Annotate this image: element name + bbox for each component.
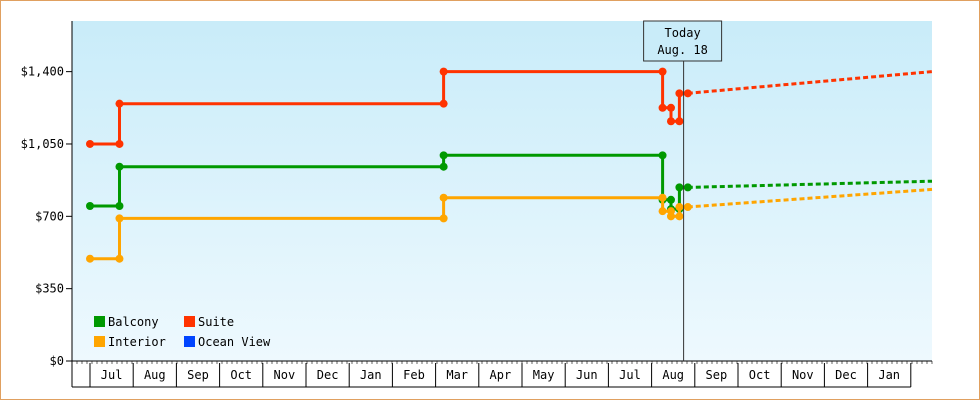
legend-label-balcony: Balcony bbox=[108, 315, 159, 329]
data-point bbox=[86, 139, 94, 148]
forecast-line-suite bbox=[687, 70, 933, 95]
y-tick-label: $0 bbox=[50, 354, 64, 368]
data-point bbox=[115, 99, 124, 108]
data-point bbox=[439, 193, 448, 202]
x-tick-label: Oct bbox=[230, 368, 252, 382]
data-point bbox=[666, 195, 675, 204]
plot-area bbox=[72, 21, 932, 361]
y-tick-label: $1,400 bbox=[21, 65, 64, 79]
data-point bbox=[115, 254, 124, 263]
x-tick-label: Nov bbox=[792, 368, 814, 382]
data-point bbox=[666, 212, 675, 221]
data-point bbox=[675, 212, 684, 221]
legend-swatch-balcony bbox=[94, 316, 105, 327]
legend-swatch-suite bbox=[184, 316, 195, 327]
x-tick-label: Jun bbox=[576, 368, 598, 382]
x-tick-label: Aug bbox=[662, 368, 684, 382]
x-tick-label: Aug bbox=[144, 368, 166, 382]
data-point bbox=[439, 162, 448, 171]
x-tick-label: Jan bbox=[878, 368, 900, 382]
x-tick-label: Dec bbox=[835, 368, 857, 382]
data-point bbox=[439, 151, 448, 160]
legend-label-interior: Interior bbox=[108, 335, 166, 349]
data-point bbox=[658, 207, 667, 216]
data-point bbox=[439, 214, 448, 223]
data-point bbox=[439, 67, 448, 76]
data-point bbox=[115, 139, 124, 148]
today-label: Today bbox=[665, 26, 701, 40]
series-layer bbox=[86, 67, 933, 263]
data-point bbox=[675, 89, 684, 98]
x-tick-label: Jan bbox=[360, 368, 382, 382]
today-marker: Today Aug. 18 bbox=[643, 20, 723, 361]
legend-swatch-interior bbox=[94, 336, 105, 347]
x-tick-label: May bbox=[533, 368, 555, 382]
x-tick-label: Nov bbox=[274, 368, 296, 382]
data-point bbox=[439, 99, 448, 108]
forecast-line-balcony bbox=[687, 179, 933, 189]
data-point bbox=[658, 67, 667, 76]
data-point bbox=[666, 103, 675, 112]
today-date: Aug. 18 bbox=[657, 43, 708, 57]
data-point bbox=[658, 151, 667, 160]
y-tick-label: $350 bbox=[35, 282, 64, 296]
x-tick-label: Apr bbox=[490, 368, 512, 382]
legend-label-suite: Suite bbox=[198, 315, 234, 329]
forecast-line-interior bbox=[687, 187, 933, 209]
x-tick-label: Jul bbox=[101, 368, 123, 382]
data-point bbox=[675, 183, 684, 192]
axes: $0 $350 $700 $1,050 $1,400 Jul Aug Sep Oct Nov Dec… bbox=[21, 21, 933, 388]
y-tick-label: $1,050 bbox=[21, 137, 64, 151]
x-tick-label: Jul bbox=[619, 368, 641, 382]
data-point bbox=[666, 117, 675, 126]
x-tick-label: Sep bbox=[187, 368, 209, 382]
data-point bbox=[115, 214, 124, 223]
legend-swatch-ocean-view bbox=[184, 336, 195, 347]
series-line-suite bbox=[90, 70, 688, 146]
data-point bbox=[675, 203, 684, 212]
data-point bbox=[86, 254, 94, 263]
x-tick-label: Mar bbox=[446, 368, 468, 382]
legend-label-ocean-view: Ocean View bbox=[198, 335, 271, 349]
x-tick-label: Feb bbox=[403, 368, 425, 382]
data-point bbox=[675, 117, 684, 126]
today-box bbox=[643, 20, 723, 62]
data-point bbox=[86, 201, 94, 210]
y-tick-label: $700 bbox=[35, 209, 64, 223]
data-point bbox=[115, 201, 124, 210]
legend: Balcony Suite Interior Ocean View bbox=[94, 315, 271, 349]
data-point bbox=[658, 193, 667, 202]
x-tick-label: Sep bbox=[706, 368, 728, 382]
data-point bbox=[658, 103, 667, 112]
x-tick-label: Oct bbox=[749, 368, 771, 382]
data-point bbox=[115, 162, 124, 171]
x-tick-label: Dec bbox=[317, 368, 339, 382]
